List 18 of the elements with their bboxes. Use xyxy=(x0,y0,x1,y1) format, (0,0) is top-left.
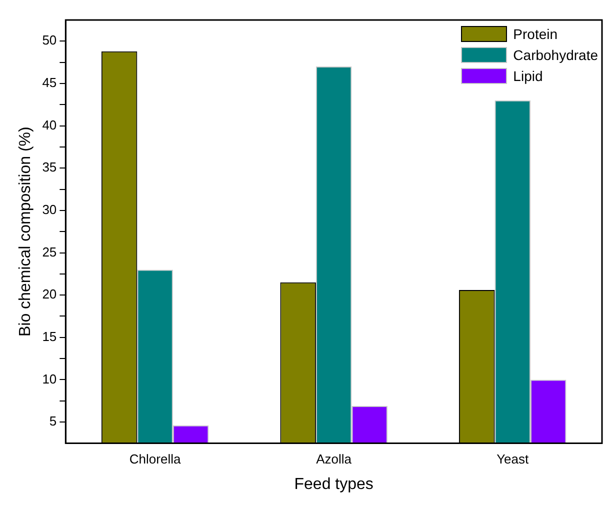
y-axis-title: Bio chemical composition (%) xyxy=(17,126,34,337)
y-tick-label: 15 xyxy=(42,328,57,344)
x-tick-label: Chlorella xyxy=(129,452,182,467)
legend-label: Carbohydrate xyxy=(513,46,598,62)
x-tick-label: Yeast xyxy=(496,452,530,467)
x-axis-title: Feed types xyxy=(294,476,374,493)
y-tick-label: 25 xyxy=(42,244,57,260)
y-tick-label: 50 xyxy=(42,32,57,48)
y-tick-label: 5 xyxy=(49,414,57,429)
y-tick-label: 10 xyxy=(42,371,57,386)
legend-label: Protein xyxy=(513,26,558,42)
y-tick-label: 30 xyxy=(42,202,57,218)
y-tick-label: 40 xyxy=(42,117,57,132)
legend-label: Lipid xyxy=(513,68,543,84)
y-tick-label: 35 xyxy=(42,160,57,175)
y-tick-label: 20 xyxy=(42,286,57,302)
x-tick-label: Azolla xyxy=(316,452,352,467)
y-tick-label: 45 xyxy=(42,75,57,90)
